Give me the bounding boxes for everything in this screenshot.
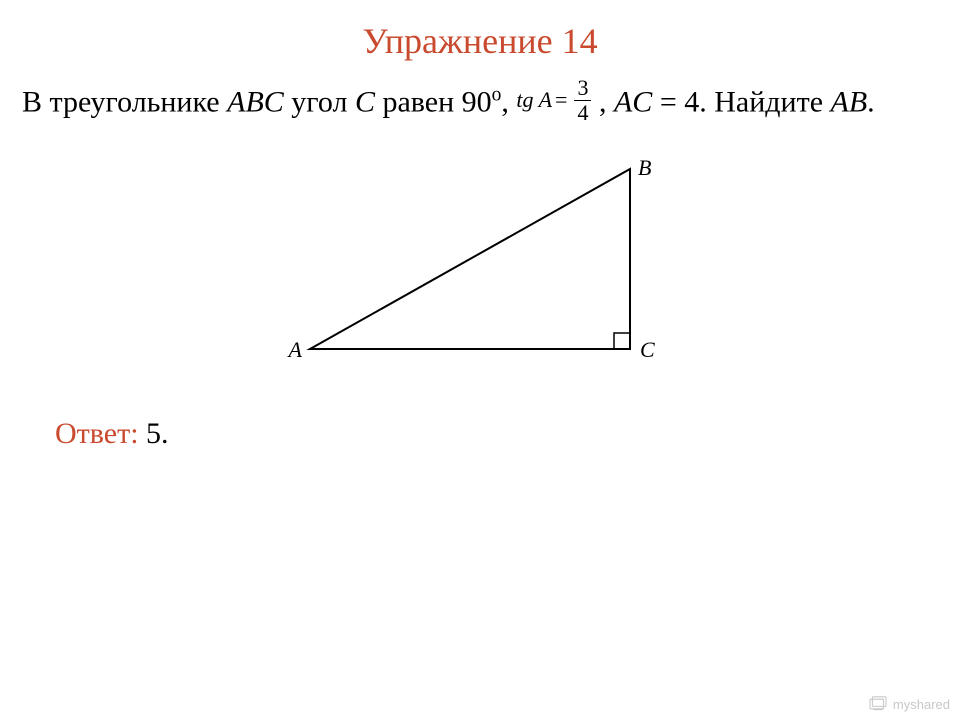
watermark-icon	[868, 696, 888, 712]
tg-label: tg A	[516, 85, 552, 116]
problem-part6: = 4. Найдите	[652, 86, 830, 119]
watermark-text: myshared	[893, 697, 950, 712]
fraction: 34	[574, 76, 591, 125]
problem-part2: угол	[284, 86, 355, 119]
answer-line: Ответ: 5.	[0, 417, 960, 451]
answer-label: Ответ:	[55, 417, 146, 450]
fraction-denominator: 4	[574, 101, 591, 125]
vertex-label-c: C	[640, 337, 655, 362]
problem-part7: .	[867, 86, 875, 119]
answer-value: 5.	[146, 417, 169, 450]
exercise-title: Упражнение 14	[0, 0, 960, 80]
triangle-name: ABC	[227, 86, 284, 119]
degree-symbol: о	[492, 85, 502, 106]
side-ab: AB	[831, 86, 868, 119]
problem-part4: ,	[501, 86, 516, 119]
equals-sign: =	[555, 85, 567, 116]
fraction-numerator: 3	[574, 76, 591, 101]
watermark: myshared	[868, 696, 950, 712]
vertex-label-a: A	[287, 337, 303, 362]
diagram-container: A B C	[0, 129, 960, 417]
right-angle-marker	[614, 333, 630, 349]
tangent-formula: tg A=34	[516, 76, 591, 125]
problem-part3: равен 90	[375, 86, 492, 119]
problem-part1: В треугольнике	[22, 86, 227, 119]
problem-statement: В треугольнике ABC угол C равен 90о, tg …	[0, 80, 960, 129]
triangle-diagram: A B C	[270, 149, 690, 387]
triangle-shape	[310, 169, 630, 349]
problem-part5: ,	[591, 86, 614, 119]
angle-letter: C	[355, 86, 375, 119]
vertex-label-b: B	[638, 155, 651, 180]
side-ac: AC	[614, 86, 652, 119]
